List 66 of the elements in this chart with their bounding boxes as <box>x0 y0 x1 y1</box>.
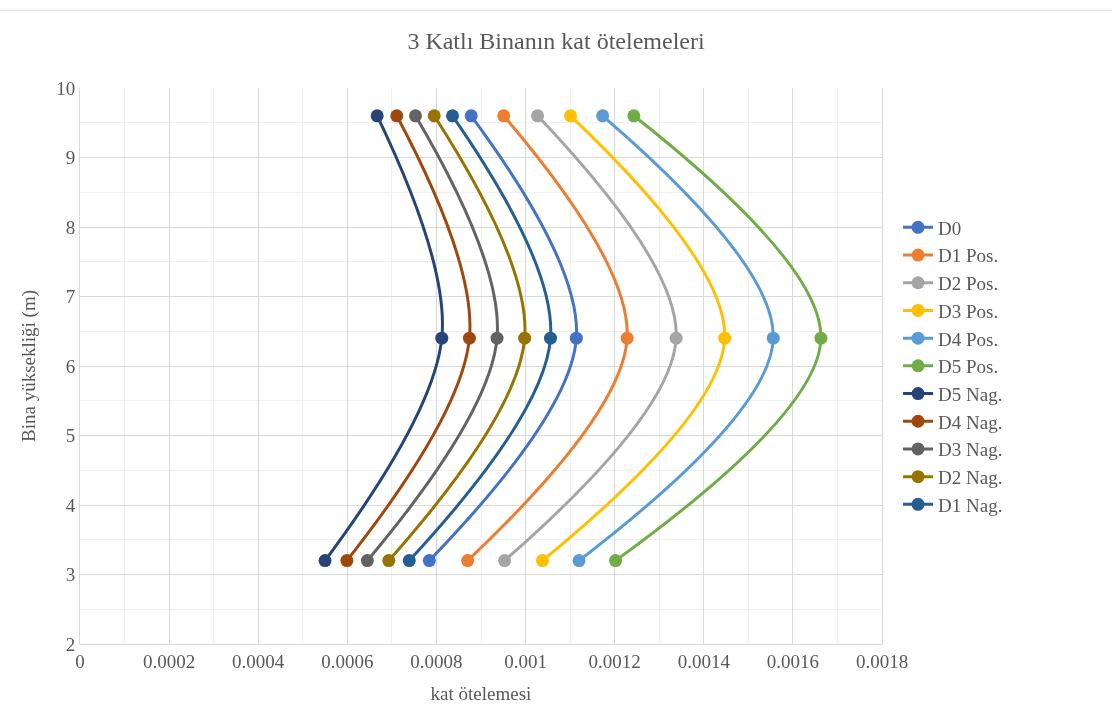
point <box>490 331 504 345</box>
y-tick-label: 2 <box>65 633 76 655</box>
point <box>498 554 512 568</box>
legend-label: D2 Nag. <box>938 467 1003 489</box>
legend-label: D2 Pos. <box>938 273 999 295</box>
point <box>427 109 441 123</box>
point <box>518 331 532 345</box>
point <box>609 554 623 568</box>
x-tick-label: 0.001 <box>504 650 547 672</box>
point <box>497 109 511 123</box>
point <box>422 554 436 568</box>
point <box>596 109 610 123</box>
point <box>569 331 583 345</box>
y-tick-label: 5 <box>65 425 76 447</box>
point <box>370 109 384 123</box>
legend-label: D1 Pos. <box>938 245 999 267</box>
legend-label: D3 Nag. <box>938 439 1003 461</box>
legend-label: D0 <box>938 217 962 239</box>
point <box>627 109 641 123</box>
x-tick-label: 0.0014 <box>677 650 731 672</box>
point <box>766 331 780 345</box>
point <box>402 554 416 568</box>
point <box>435 331 449 345</box>
point <box>669 331 683 345</box>
point <box>464 109 478 123</box>
point <box>564 109 578 123</box>
y-tick-label: 7 <box>65 286 76 308</box>
x-tick-label: 0.0008 <box>410 650 463 672</box>
point <box>318 554 332 568</box>
chart-title: 3 Katlı Binanın kat ötelemeleri <box>407 28 705 55</box>
legend-label: D4 Nag. <box>938 411 1003 433</box>
x-tick-label: 0.0002 <box>142 650 196 672</box>
legend-label: D1 Nag. <box>938 494 1003 516</box>
y-tick-label: 3 <box>65 564 76 586</box>
point <box>620 331 634 345</box>
point <box>544 331 558 345</box>
y-tick-label: 4 <box>65 494 76 516</box>
x-tick-label: 0.0006 <box>321 650 374 672</box>
point <box>340 554 354 568</box>
point <box>531 109 545 123</box>
point <box>360 554 374 568</box>
point <box>382 554 396 568</box>
y-tick-label: 8 <box>65 216 76 238</box>
x-tick-label: 0.0012 <box>588 650 641 672</box>
point <box>536 554 549 568</box>
legend-label: D5 Pos. <box>938 356 999 378</box>
y-tick-label: 10 <box>56 77 76 99</box>
y-tick-label: 9 <box>65 147 76 169</box>
point <box>814 331 828 345</box>
legend-label: D4 Pos. <box>938 328 999 350</box>
point <box>462 331 476 345</box>
point <box>718 331 732 345</box>
point <box>572 554 586 568</box>
x-tick-label: 0.0018 <box>855 650 909 672</box>
x-tick-label: 0.0004 <box>232 650 285 672</box>
legend-label: D5 Nag. <box>938 383 1003 405</box>
y-axis-title: Bina yüksekliği (m) <box>18 290 41 442</box>
x-tick-label: 0 <box>75 650 85 672</box>
x-tick-label: 0.0016 <box>766 650 820 672</box>
point <box>445 109 459 123</box>
legend-label: D3 Pos. <box>938 300 999 322</box>
point <box>461 554 475 568</box>
y-tick-label: 6 <box>65 355 76 377</box>
x-axis-title: kat ötelemesi <box>430 682 532 704</box>
point <box>390 109 404 123</box>
point <box>409 109 422 123</box>
